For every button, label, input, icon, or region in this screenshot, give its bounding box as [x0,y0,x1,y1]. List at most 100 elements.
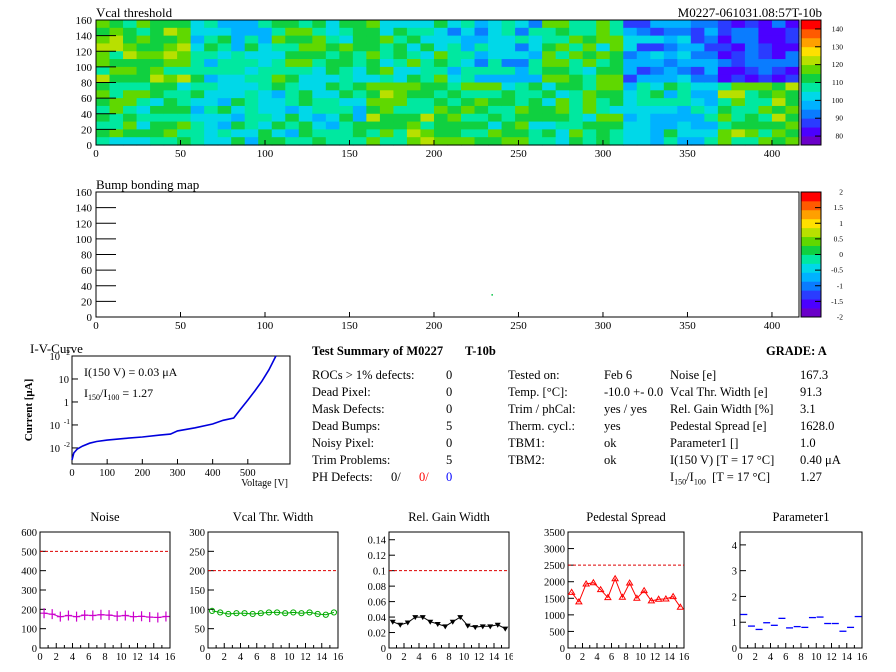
heatmap-cell [352,129,367,138]
heatmap-cell [474,129,489,138]
x-tick-label: 8 [270,652,275,663]
heatmap-cell [569,35,584,45]
heatmap-cell [623,82,638,91]
x-tick-label: 10 [284,652,295,663]
heatmap-cell [150,129,165,138]
heatmap-cell [298,137,313,146]
series-line [571,577,681,608]
data-point [257,610,264,617]
y-tick-label: 250 [189,547,205,558]
heatmap-cell [771,66,787,76]
data-point [64,610,72,621]
x-tick-label: 14 [664,652,675,663]
heatmap-cell [312,35,327,45]
heatmap-cell [231,20,246,29]
heatmap-cell [663,105,678,115]
heatmap-cell [312,59,327,68]
heatmap-cell [271,113,286,123]
heatmap-cell [650,82,665,91]
heatmap-cell [123,90,138,99]
heatmap-cell [123,98,138,107]
heatmap-cell [717,105,732,115]
palette-swatch [801,136,821,146]
data-point [217,609,224,616]
heatmap-cell [136,43,151,52]
heatmap-cell [312,90,327,99]
y-tick-label: 160 [76,15,93,27]
heatmap-cell [731,105,746,115]
data-point [330,609,338,616]
heatmap-cell [352,51,367,60]
heatmap-cell [109,121,124,130]
heatmap-cell [569,20,584,29]
heatmap-cell [366,35,381,45]
heatmap-cell [542,137,557,146]
x-tick-label: 400 [764,320,781,332]
heatmap-cell [204,137,219,146]
heatmap-cell [474,35,489,45]
heatmap-cell [244,98,259,107]
heatmap-cell [433,74,449,84]
heatmap-cell [366,121,381,130]
heatmap-cell [379,113,395,123]
heatmap-cell [258,90,273,99]
heatmap-cell [474,113,489,123]
iv-y-label: Current [μA] [23,379,35,442]
x-tick-label: 16 [165,652,176,663]
iv-y-tick-label: 1 [64,398,69,409]
heatmap-cell [312,20,327,29]
heatmap-cell [96,129,111,138]
heatmap-cell [271,51,286,60]
heatmap-cell [528,137,543,146]
heatmap-cell [285,98,300,107]
data-point [265,609,273,616]
heatmap-cell [609,82,624,91]
heatmap-cell [542,51,557,60]
heatmap-cell [474,82,489,91]
heatmap-cell [704,98,719,107]
heatmap-cell [190,35,205,45]
heatmap-cell [312,98,327,107]
heatmap-cell [447,129,462,138]
heatmap-cell [488,121,503,130]
y-tick-label: 0.08 [368,582,386,593]
heatmap-cell [136,74,151,84]
heatmap-cell [163,43,178,52]
heatmap-cell [609,35,624,45]
data-point [138,611,146,622]
x-tick-label: 2 [580,652,585,663]
data-point [273,609,281,616]
heatmap-cell [190,113,205,123]
heatmap-cell [271,59,286,68]
palette-label: 1 [839,219,843,228]
heatmap-cell [555,51,570,60]
heatmap-cell [785,137,800,146]
heatmap-cell [393,98,408,107]
heatmap-cell [325,27,340,37]
heatmap-cell [447,66,462,76]
heatmap-cell [596,74,611,84]
heatmap-cell [609,98,624,107]
data-point [632,594,641,601]
y-tick-label: 500 [549,627,565,638]
heatmap-cell [515,74,530,84]
palette-swatch [801,272,821,282]
heatmap-cell [717,82,732,91]
heatmap-cell [677,59,692,68]
heatmap-cell [488,51,503,60]
heatmap-cell [366,74,381,84]
heatmap-cell [501,82,516,91]
plot-title: Rel. Gain Width [408,510,490,524]
y-tick-label: 0 [87,312,93,324]
data-point [146,612,154,623]
data-point [457,615,464,621]
heatmap-cell [298,90,313,99]
y-tick-label: 120 [76,46,93,58]
heatmap-cell [528,51,543,60]
heatmap-cell [190,20,205,29]
heatmap-cell [352,35,367,45]
heatmap-cell [163,137,178,146]
palette-swatch [801,100,821,110]
heatmap-cell [406,105,422,115]
heatmap-cell [285,113,300,123]
